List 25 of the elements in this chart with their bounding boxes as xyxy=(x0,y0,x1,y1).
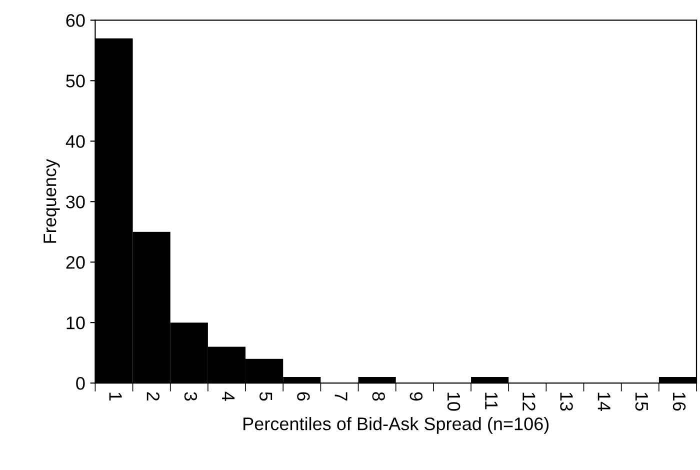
x-tick-label: 16 xyxy=(672,392,686,411)
x-tick-label: 12 xyxy=(522,392,536,411)
x-tick-label: 10 xyxy=(447,392,460,411)
x-tick-label: 11 xyxy=(485,392,498,410)
y-tick-label: 20 xyxy=(66,256,85,269)
x-tick-label: 15 xyxy=(635,392,648,411)
x-tick-label: 5 xyxy=(259,392,272,401)
x-tick-label: 13 xyxy=(560,392,573,411)
x-tick-label: 4 xyxy=(222,392,234,401)
x-tick-label: 3 xyxy=(184,392,198,401)
y-axis-title: Frequency xyxy=(44,159,60,243)
y-tick-label: 60 xyxy=(66,14,85,27)
x-tick-label: 8 xyxy=(372,392,385,401)
y-tick-label: 0 xyxy=(76,376,85,390)
y-tick-label: 30 xyxy=(66,196,85,208)
x-tick-label: 9 xyxy=(410,392,423,401)
y-tick-label: 50 xyxy=(66,74,85,88)
x-tick-label: 6 xyxy=(297,392,310,401)
y-tick-label: 40 xyxy=(66,135,85,148)
x-tick-label: 1 xyxy=(109,392,122,401)
x-tick-label: 14 xyxy=(598,392,610,411)
y-tick-label: 10 xyxy=(66,316,85,330)
x-tick-label: 7 xyxy=(334,392,348,401)
x-axis-title: Percentiles of Bid-Ask Spread (n=106) xyxy=(244,417,549,434)
x-tick-label: 2 xyxy=(146,392,160,401)
